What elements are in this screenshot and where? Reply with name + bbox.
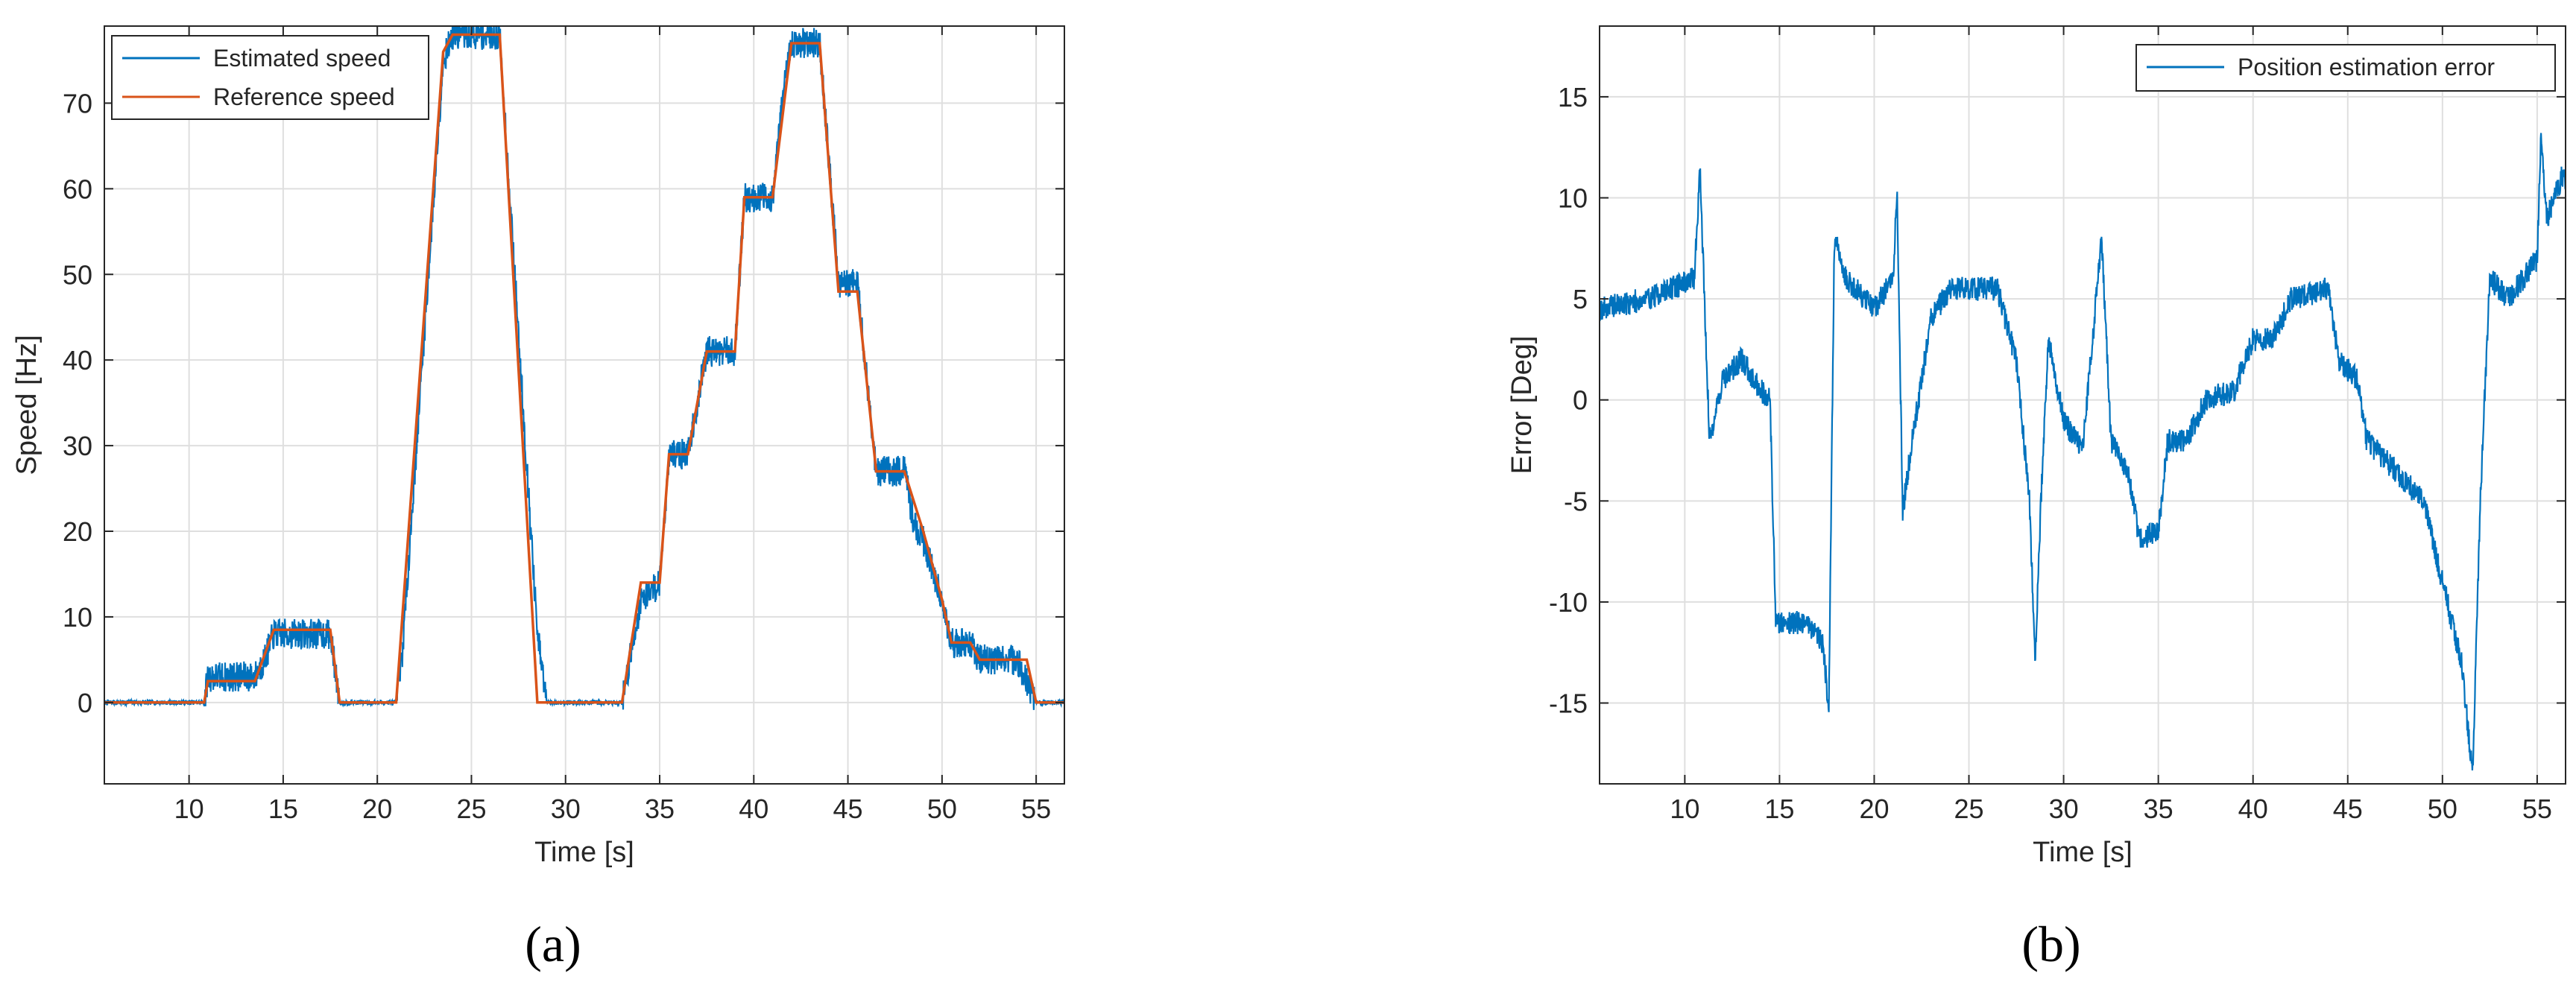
legend: Position estimation error	[2135, 44, 2556, 92]
series-line-1	[104, 33, 1064, 704]
legend-entry: Estimated speed	[213, 45, 391, 72]
axes-box	[1599, 25, 2566, 785]
plot-area	[1600, 26, 2566, 784]
x-tick-label: 50	[927, 794, 957, 824]
x-tick-label: 40	[2238, 794, 2268, 824]
y-tick-label: 5	[1573, 284, 1588, 314]
y-tick-label: 70	[63, 88, 92, 118]
y-tick-label: 50	[63, 259, 92, 290]
x-tick-label: 20	[362, 794, 392, 824]
caption-a: (a)	[525, 916, 581, 972]
x-tick-label: 20	[1859, 794, 1889, 824]
y-tick-label: 20	[63, 516, 92, 547]
x-tick-label: 10	[1670, 794, 1699, 824]
x-tick-label: 35	[2144, 794, 2174, 824]
y-tick-label: 40	[63, 345, 92, 376]
x-tick-label: 30	[551, 794, 581, 824]
x-tick-label: 45	[833, 794, 863, 824]
x-tick-label: 15	[268, 794, 298, 824]
y-tick-label: -15	[1549, 688, 1588, 719]
legend-entry: Position estimation error	[2238, 54, 2495, 80]
x-axis-label: Time [s]	[534, 837, 634, 868]
legend: Estimated speed Reference speed	[111, 35, 429, 120]
legend-box	[111, 35, 429, 120]
x-tick-label: 15	[1764, 794, 1794, 824]
y-axis-label: Speed [Hz]	[11, 335, 42, 475]
y-tick-label: -10	[1549, 587, 1588, 618]
x-tick-label: 25	[456, 794, 486, 824]
x-tick-label: 40	[739, 794, 768, 824]
x-tick-label: 25	[1954, 794, 1984, 824]
series-line-0	[1600, 133, 2566, 770]
y-tick-label: 0	[78, 688, 92, 718]
error-chart: 10 15 20 25 30 35 40 45 50 55 -15 -10 -5 0 5 10 15 Time […	[1506, 25, 2566, 868]
x-tick-label: 45	[2333, 794, 2363, 824]
series-line-0	[104, 26, 1064, 710]
y-tick-label: 10	[1558, 183, 1588, 214]
axes-box	[104, 25, 1065, 785]
y-tick-label: -5	[1564, 486, 1588, 516]
y-tick-label: 0	[1573, 385, 1588, 416]
caption-b: (b)	[2021, 916, 2080, 972]
x-tick-label: 10	[174, 794, 204, 824]
x-tick-label: 55	[2522, 794, 2552, 824]
x-tick-label: 50	[2428, 794, 2457, 824]
x-tick-label: 30	[2049, 794, 2079, 824]
legend-entry: Reference speed	[213, 83, 395, 110]
y-tick-label: 10	[63, 602, 92, 633]
y-tick-label: 15	[1558, 82, 1588, 113]
x-tick-label: 35	[645, 794, 675, 824]
x-axis-label: Time [s]	[2033, 837, 2133, 868]
y-tick-label: 60	[63, 174, 92, 204]
y-tick-label: 30	[63, 431, 92, 461]
x-tick-label: 55	[1021, 794, 1051, 824]
y-axis-label: Error [Deg]	[1506, 336, 1538, 475]
speed-chart: 10 15 20 25 30 35 40 45 50 55 0 10 20 30 40 50 60 70 Time …	[11, 25, 1065, 868]
